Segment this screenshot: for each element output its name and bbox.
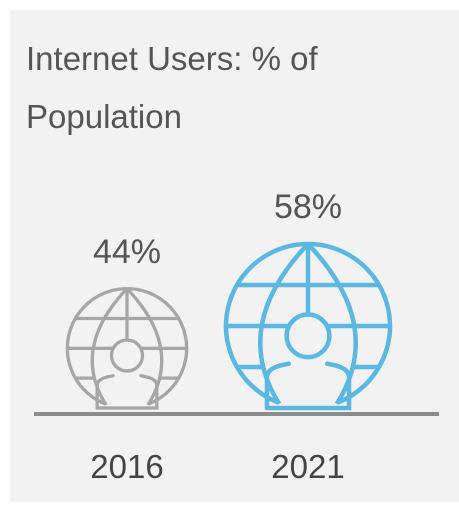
category-label-2016: 2016 (90, 448, 164, 485)
category-label-2021: 2021 (271, 448, 345, 485)
value-label-2016: 44% (92, 232, 162, 271)
baseline (34, 412, 439, 416)
globe-person-icon-2021 (223, 241, 393, 411)
pictograph-area (65, 241, 393, 411)
infographic-card: Internet Users: % of Population 44% 58% … (10, 10, 459, 502)
globe-person-icon-2016 (65, 286, 189, 410)
chart-title: Internet Users: % of Population (26, 40, 318, 135)
value-label-2021: 58% (273, 188, 343, 226)
